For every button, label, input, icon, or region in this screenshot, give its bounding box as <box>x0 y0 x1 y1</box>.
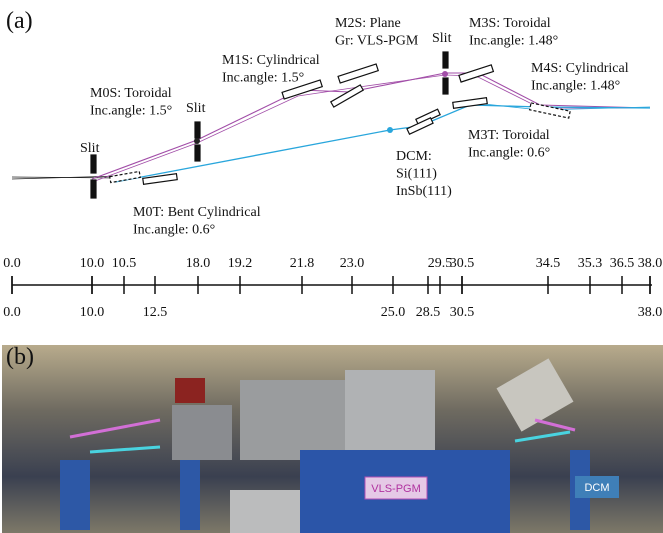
component-label: Inc.angle: 0.6° <box>468 146 550 161</box>
scale-label: 30.5 <box>450 305 475 320</box>
panel-label: (a) <box>6 8 33 34</box>
component-label: Inc.angle: 0.6° <box>133 223 215 238</box>
scale-label: 19.2 <box>228 256 253 271</box>
slit-label: Slit <box>432 31 452 46</box>
slit-point <box>387 127 393 133</box>
component-label: M3S: Toroidal <box>469 16 551 31</box>
component-label: M1S: Cylindrical <box>222 53 320 68</box>
scale-label: 36.5 <box>610 256 635 271</box>
component-label: Inc.angle: 1.5° <box>90 104 172 119</box>
scale-label: 30.5 <box>450 256 475 271</box>
component-label: M2S: Plane <box>335 16 401 31</box>
scale-label: 0.0 <box>3 305 21 320</box>
figure: (a) <box>0 0 663 533</box>
panel-label: (b) <box>6 344 34 370</box>
photo-tag: DCM <box>584 482 609 494</box>
slit-label: Slit <box>80 141 100 156</box>
component-label: InSb(111) <box>396 184 452 199</box>
component-label: Inc.angle: 1.48° <box>531 79 620 94</box>
slit-label: Slit <box>186 101 206 116</box>
scale-label: 35.3 <box>578 256 603 271</box>
scale-label: 0.0 <box>3 256 21 271</box>
component-label: M4S: Cylindrical <box>531 61 629 76</box>
scale-label: 38.0 <box>638 305 663 320</box>
scale-label: 10.5 <box>112 256 137 271</box>
scale-label: 25.0 <box>381 305 406 320</box>
scale-label: 21.8 <box>290 256 315 271</box>
component-label: DCM: <box>396 149 432 164</box>
slit-point <box>194 138 200 144</box>
component-label: Gr: VLS-PGM <box>335 34 419 49</box>
component-label: M0S: Toroidal <box>90 86 172 101</box>
scale-label: 10.0 <box>80 305 105 320</box>
scale-label: 10.0 <box>80 256 105 271</box>
scale-label: 38.0 <box>638 256 663 271</box>
slit-point <box>442 71 448 77</box>
scale-label: 23.0 <box>340 256 365 271</box>
component-label: M3T: Toroidal <box>468 128 550 143</box>
optics <box>91 52 570 198</box>
scale-label: 34.5 <box>536 256 561 271</box>
photo <box>2 345 663 533</box>
scale-label: 28.5 <box>416 305 441 320</box>
component-label: M0T: Bent Cylindrical <box>133 205 261 220</box>
scale-label: 29.5 <box>428 256 453 271</box>
component-label: Inc.angle: 1.5° <box>222 71 304 86</box>
component-label: Si(111) <box>396 167 437 182</box>
scale-label: 12.5 <box>143 305 168 320</box>
photo-tag: VLS-PGM <box>371 483 421 495</box>
component-label: Inc.angle: 1.48° <box>469 34 558 49</box>
scale-label: 18.0 <box>186 256 211 271</box>
